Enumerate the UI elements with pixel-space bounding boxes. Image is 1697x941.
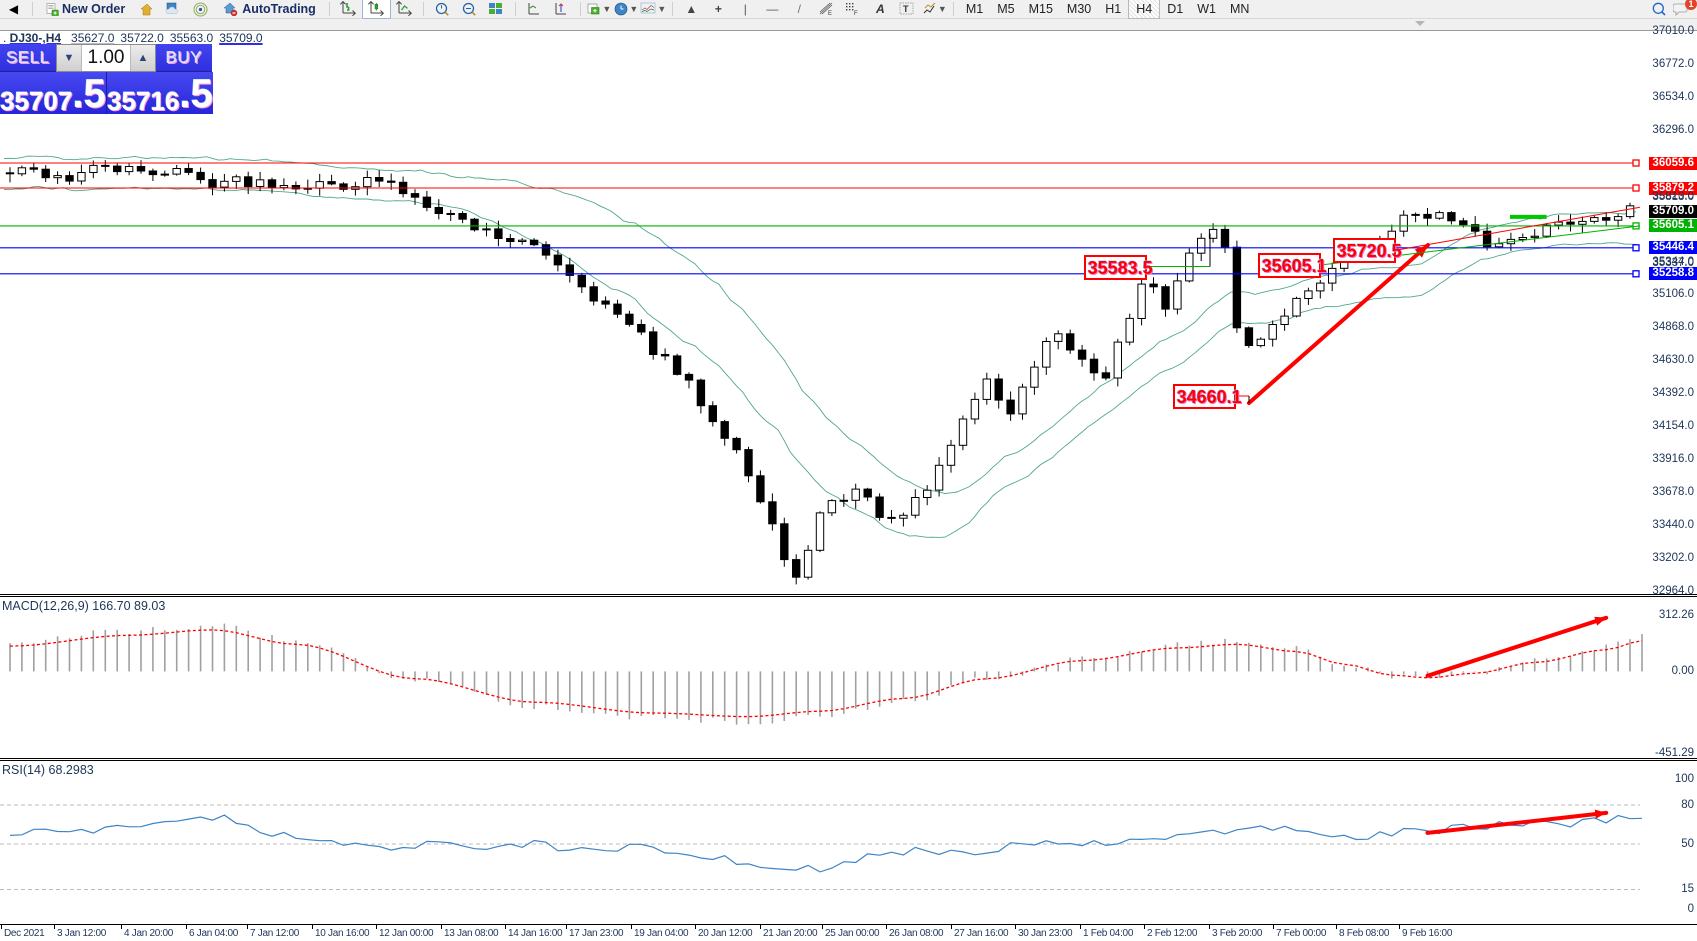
svg-text:T: T bbox=[903, 4, 909, 14]
svg-text:F: F bbox=[854, 11, 858, 16]
svg-text:E: E bbox=[828, 11, 832, 16]
